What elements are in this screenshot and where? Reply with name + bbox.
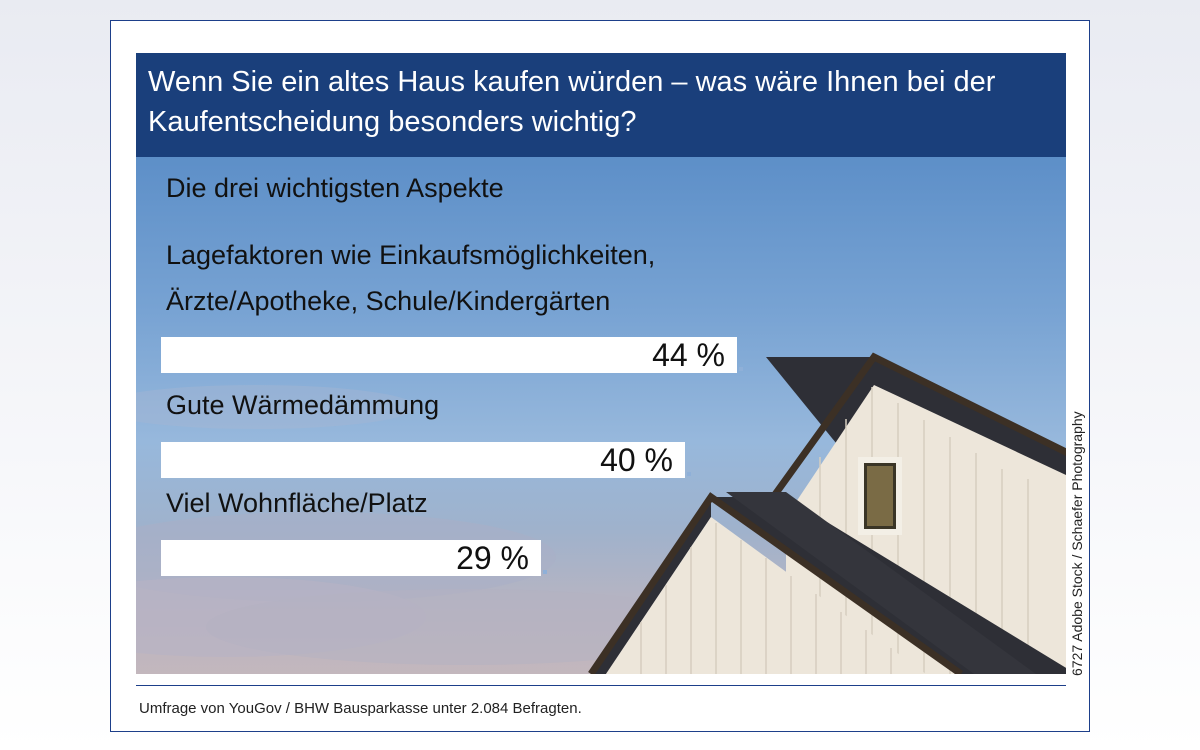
category-label: Lagefaktoren wie Einkaufsmöglichkeiten, xyxy=(166,240,656,270)
chart-title: Wenn Sie ein altes Haus kaufen würden – … xyxy=(136,53,1066,157)
house-illustration xyxy=(136,352,1066,674)
photo-credit-text: 6727 Adobe Stock / Schaefer Photography xyxy=(1069,411,1085,676)
source-note: Umfrage von YouGov / BHW Bausparkasse un… xyxy=(139,700,582,717)
bar xyxy=(161,540,541,576)
value-label: 29 % xyxy=(456,540,529,576)
bar-end-dot xyxy=(687,472,691,476)
bar xyxy=(161,442,685,478)
value-label: 40 % xyxy=(600,442,673,478)
house-photo: Die drei wichtigsten Aspekte Lagefaktore… xyxy=(136,157,1066,674)
chart-subtitle: Die drei wichtigsten Aspekte xyxy=(166,173,504,203)
bar xyxy=(161,337,737,373)
infographic-card: Wenn Sie ein altes Haus kaufen würden – … xyxy=(110,20,1090,732)
bar-end-dot xyxy=(543,570,547,574)
bar-end-dot xyxy=(739,367,743,371)
divider xyxy=(136,685,1066,686)
category-label: Gute Wärmedämmung xyxy=(166,390,440,420)
category-label: Viel Wohnfläche/Platz xyxy=(166,488,428,518)
category-label: Ärzte/Apotheke, Schule/Kindergärten xyxy=(166,286,611,316)
value-label: 44 % xyxy=(652,337,725,373)
